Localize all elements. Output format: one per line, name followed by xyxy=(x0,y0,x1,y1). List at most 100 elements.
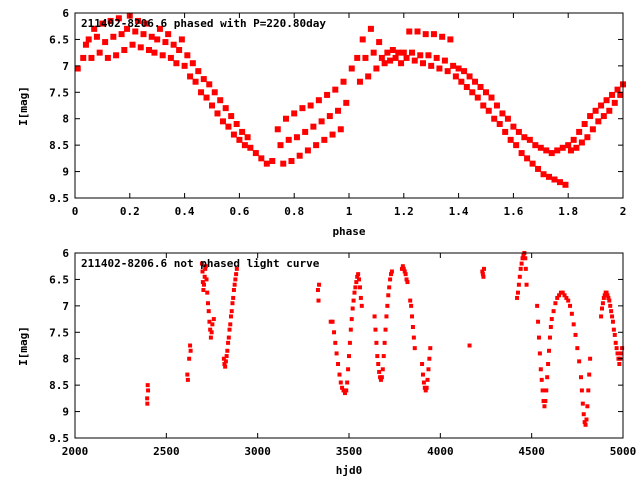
data-point xyxy=(377,369,382,374)
y-tick-label: 6 xyxy=(62,7,69,20)
data-point xyxy=(518,266,523,271)
data-point xyxy=(540,388,545,393)
data-point xyxy=(472,78,479,85)
data-point xyxy=(199,261,204,266)
data-point xyxy=(410,314,415,319)
data-point xyxy=(203,94,210,101)
data-point xyxy=(200,280,205,285)
data-point xyxy=(315,97,322,104)
data-point xyxy=(178,36,185,43)
data-point xyxy=(344,388,349,393)
data-point xyxy=(406,28,413,35)
x-tick-label: 2 xyxy=(620,205,627,218)
data-point xyxy=(427,356,432,361)
data-point xyxy=(357,277,362,282)
data-point xyxy=(135,17,142,24)
data-point xyxy=(162,39,169,46)
data-point xyxy=(346,367,351,372)
data-point xyxy=(324,91,331,98)
data-point xyxy=(349,317,354,322)
data-point xyxy=(93,33,100,40)
data-point xyxy=(370,49,377,56)
data-point xyxy=(450,62,457,69)
data-point xyxy=(233,121,240,127)
data-point xyxy=(599,306,604,311)
data-point xyxy=(601,295,606,300)
data-point xyxy=(539,377,544,382)
y-tick-label: 7 xyxy=(62,60,69,73)
data-point xyxy=(236,136,243,143)
data-point xyxy=(185,377,190,382)
data-point xyxy=(444,68,451,75)
data-point xyxy=(210,322,215,327)
data-point xyxy=(524,282,529,287)
data-point xyxy=(386,293,391,298)
data-point xyxy=(536,335,541,340)
data-point xyxy=(203,266,208,271)
data-point xyxy=(74,65,81,72)
data-point xyxy=(610,319,615,324)
data-point xyxy=(598,102,605,109)
data-point xyxy=(425,52,432,59)
data-point xyxy=(317,282,322,287)
data-point xyxy=(387,57,394,64)
data-point xyxy=(195,68,202,75)
data-point xyxy=(496,121,503,127)
data-point xyxy=(350,306,355,311)
data-point xyxy=(611,99,618,106)
data-point xyxy=(132,28,139,35)
data-point xyxy=(223,364,228,369)
x-tick-label: 1.4 xyxy=(449,205,469,218)
data-point xyxy=(226,335,231,340)
data-point xyxy=(588,356,593,361)
data-point xyxy=(560,290,565,295)
data-point xyxy=(347,340,352,345)
data-point xyxy=(581,121,588,127)
data-point xyxy=(578,139,585,146)
phased-chart-title: 211402-8206.6 phased with P=220.80day xyxy=(81,17,326,30)
data-point xyxy=(380,367,385,372)
data-point xyxy=(516,282,521,287)
data-point xyxy=(185,372,190,377)
data-point xyxy=(159,52,166,59)
data-point xyxy=(154,36,161,43)
data-point xyxy=(547,335,552,340)
data-point xyxy=(557,293,562,298)
data-point xyxy=(318,118,325,125)
data-point xyxy=(115,15,122,22)
data-point xyxy=(536,319,541,324)
data-point xyxy=(559,144,566,151)
phased-x-axis-label: phase xyxy=(332,225,365,238)
y-tick-label: 9 xyxy=(62,166,69,179)
data-point xyxy=(203,264,208,269)
data-point xyxy=(436,65,443,72)
data-point xyxy=(592,107,599,114)
data-point xyxy=(280,160,287,167)
data-point xyxy=(529,160,536,167)
data-point xyxy=(189,60,196,67)
data-point xyxy=(389,269,394,274)
data-point xyxy=(555,295,560,300)
data-point xyxy=(439,33,446,40)
data-point xyxy=(571,322,576,327)
data-point xyxy=(269,158,276,164)
data-point xyxy=(532,142,539,149)
data-point xyxy=(578,375,583,380)
data-point xyxy=(600,113,607,120)
data-point xyxy=(310,123,317,130)
data-point xyxy=(461,68,468,75)
data-point xyxy=(540,171,547,178)
data-point xyxy=(91,25,98,32)
data-point xyxy=(146,388,151,393)
data-point xyxy=(228,113,235,120)
data-point xyxy=(599,314,604,319)
data-point xyxy=(515,128,522,135)
data-point xyxy=(356,78,363,85)
data-point xyxy=(332,330,337,335)
data-point xyxy=(388,277,393,282)
data-point xyxy=(441,57,448,64)
data-point xyxy=(562,181,569,188)
data-point xyxy=(188,343,193,348)
data-point xyxy=(520,256,525,261)
data-point xyxy=(582,420,587,425)
